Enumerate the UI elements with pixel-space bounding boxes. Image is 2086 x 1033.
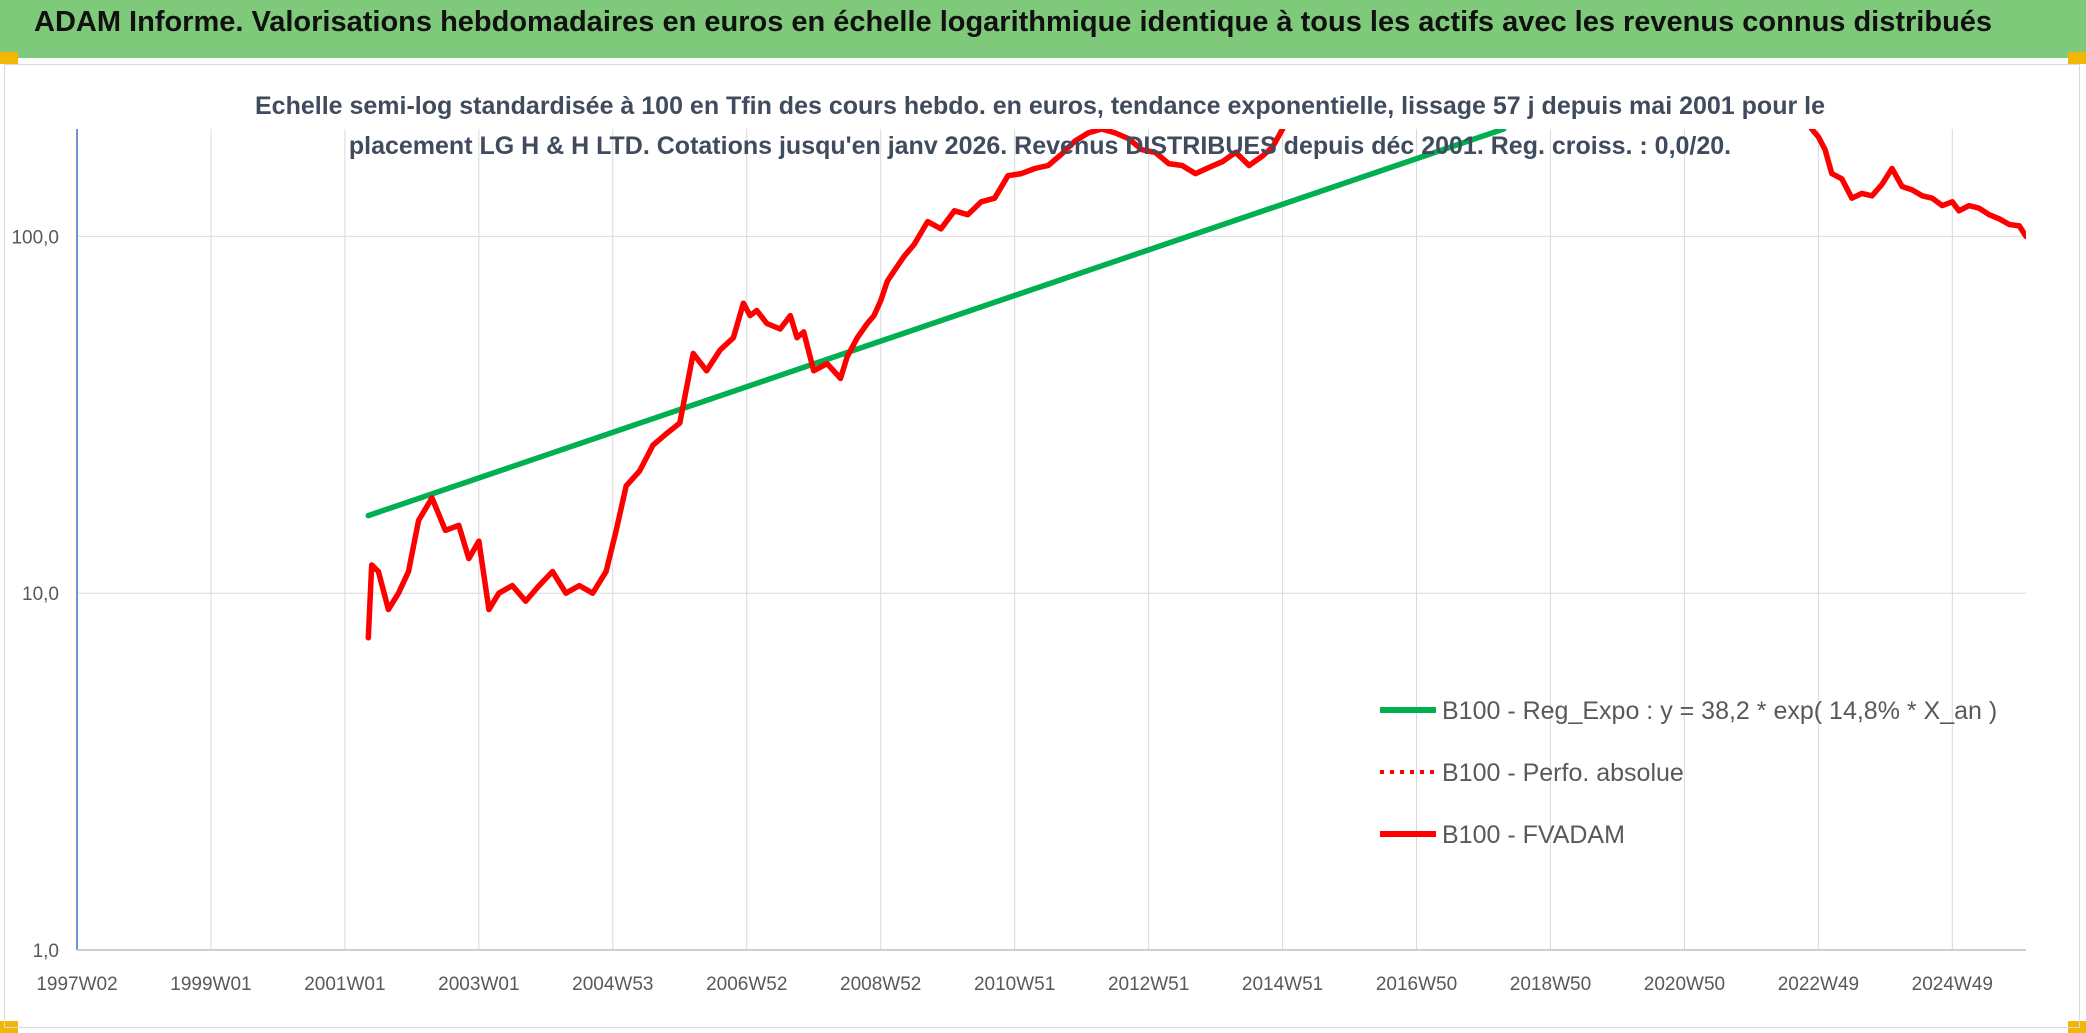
report-title: ADAM Informe. Valorisations hebdomadaire… <box>34 6 1993 38</box>
x-tick-label: 2012W51 <box>1108 974 1189 995</box>
axes: 1997W02 1999W01 2001W01 2003W01 2004W53 2006W… <box>11 129 2026 995</box>
x-tick-label: 1999W01 <box>170 974 251 995</box>
x-tick-label: 1997W02 <box>36 974 117 995</box>
trend-line <box>365 129 1507 519</box>
x-tick-label: 2001W01 <box>304 974 385 995</box>
x-tick-label: 2022W49 <box>1778 974 1859 995</box>
x-tick-label: 2014W51 <box>1242 974 1323 995</box>
x-tick-label: 2016W50 <box>1376 974 1457 995</box>
y-tick-label: 1,0 <box>33 941 59 962</box>
x-tick-label: 2024W49 <box>1912 974 1993 995</box>
x-tick-label: 2018W50 <box>1510 974 1591 995</box>
chart-title: Echelle semi-log standardisée à 100 en T… <box>255 92 1825 160</box>
legend-label: B100 - Reg_Expo : y = 38,2 * exp( 14,8% … <box>1442 697 1997 725</box>
y-tick-label: 10,0 <box>22 584 59 605</box>
x-tick-label: 2010W51 <box>974 974 1055 995</box>
x-tick-label: 2020W50 <box>1644 974 1725 995</box>
series <box>365 129 2026 641</box>
y-tick-label: 100,0 <box>11 227 59 248</box>
corner-marker <box>2068 52 2086 64</box>
price-line <box>1808 129 2026 240</box>
legend-label: B100 - Perfo. absolue <box>1442 759 1684 787</box>
corner-marker <box>0 52 18 64</box>
grid <box>76 129 2026 951</box>
x-tick-label: 2006W52 <box>706 974 787 995</box>
x-tick-label: 2003W01 <box>438 974 519 995</box>
legend-label: B100 - FVADAM <box>1442 821 1625 849</box>
header-bar: ADAM Informe. Valorisations hebdomadaire… <box>0 0 2086 58</box>
x-tick-label: 2004W53 <box>572 974 653 995</box>
legend: B100 - Reg_Expo : y = 38,2 * exp( 14,8% … <box>1380 697 1997 849</box>
x-tick-label: 2008W52 <box>840 974 921 995</box>
chart-frame <box>4 64 2080 1028</box>
price-line <box>365 129 1286 641</box>
